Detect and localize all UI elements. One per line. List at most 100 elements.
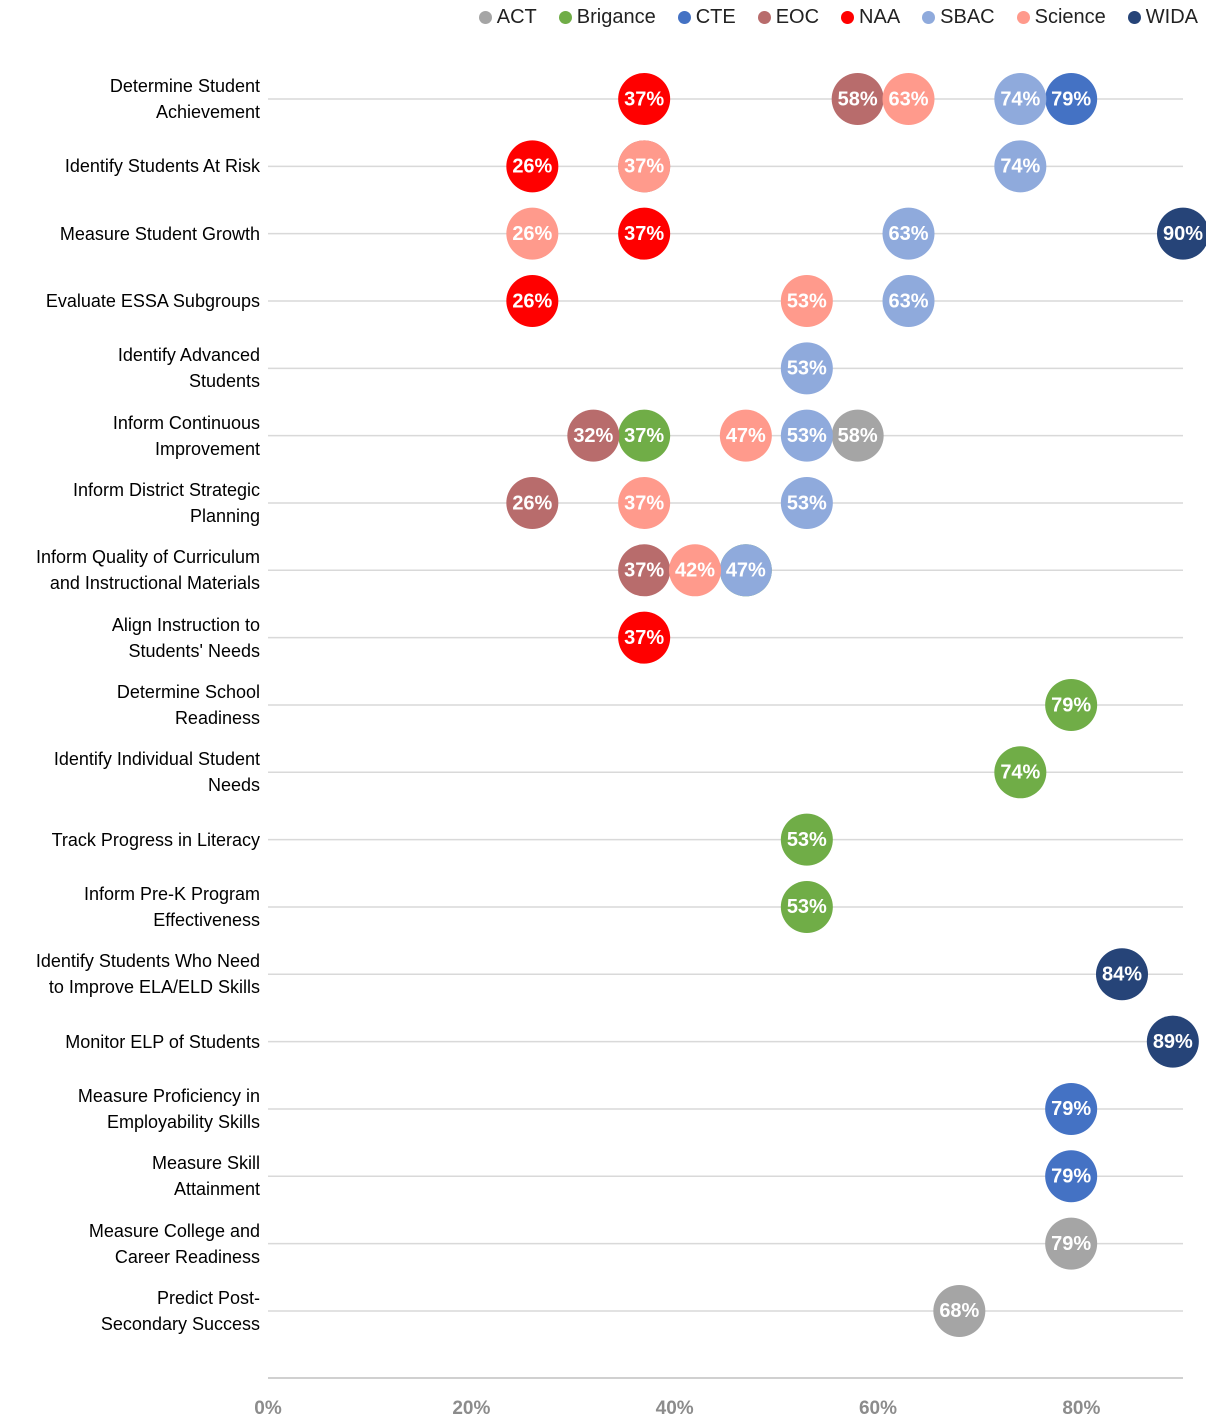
legend-item: WIDA (1127, 6, 1198, 29)
category-label: Track Progress in Literacy (51, 829, 260, 850)
bubble (994, 140, 1047, 193)
legend-item: Brigance (558, 6, 656, 29)
bubble (506, 274, 559, 327)
category-label: Determine School Readiness (116, 681, 260, 728)
bubble (1045, 1082, 1098, 1135)
data-label: 32% (573, 425, 613, 447)
legend-item: ACT (478, 6, 537, 29)
bubble (882, 207, 935, 260)
legend-swatch (478, 11, 492, 24)
data-label: 74% (1000, 88, 1040, 110)
data-label: 84% (1102, 964, 1142, 986)
bubble (1157, 207, 1206, 260)
legend-item: NAA (841, 6, 900, 29)
category-label: Inform Quality of Curriculum and Instruc… (35, 547, 260, 594)
bubble (994, 73, 1047, 125)
bubble (618, 207, 671, 260)
legend-item: SBAC (922, 6, 995, 29)
data-label: 79% (1051, 694, 1091, 716)
category-label: Identify Students Who Need to Improve EL… (35, 951, 260, 998)
legend-swatch (1016, 11, 1030, 24)
data-label: 47% (726, 560, 766, 582)
bubble (719, 544, 772, 597)
data-label: 37% (624, 223, 664, 245)
data-label: 58% (838, 425, 878, 447)
data-label: 58% (838, 88, 878, 110)
data-label: 74% (1000, 156, 1040, 178)
bubble (1045, 678, 1098, 731)
bubble (780, 342, 833, 395)
x-tick-label: 80% (1062, 1398, 1100, 1419)
x-tick-label: 20% (452, 1398, 490, 1419)
category-label: Measure Skill Attainment (151, 1153, 260, 1200)
data-label: 79% (1051, 1233, 1091, 1255)
category-label: Monitor ELP of Students (65, 1031, 260, 1052)
legend-swatch (841, 11, 855, 24)
data-label: 53% (787, 896, 827, 918)
legend-swatch (922, 11, 936, 24)
data-label: 79% (1051, 1098, 1091, 1120)
legend-item: Science (1016, 6, 1106, 29)
x-tick-label: 0% (254, 1398, 282, 1419)
data-label: 53% (787, 290, 827, 312)
data-label: 47% (726, 425, 766, 447)
legend-swatch (558, 11, 572, 24)
bubble (618, 140, 671, 193)
bubble (780, 274, 833, 327)
data-label: 37% (624, 627, 664, 649)
data-label: 63% (888, 290, 928, 312)
bubble (1045, 1150, 1098, 1203)
bubble (882, 274, 935, 327)
bubble (882, 73, 935, 125)
x-tick-label: 60% (859, 1398, 897, 1419)
data-label: 53% (787, 829, 827, 851)
bubble (506, 476, 559, 529)
data-label: 37% (624, 560, 664, 582)
data-label: 68% (939, 1300, 979, 1322)
bubble (719, 409, 772, 462)
category-label: Align Instruction to Students' Needs (111, 614, 260, 661)
bubble (994, 746, 1047, 799)
x-tick-label: 40% (656, 1398, 694, 1419)
bubble (831, 73, 884, 125)
data-label: 37% (624, 492, 664, 514)
bubble (567, 409, 620, 462)
data-label: 37% (624, 88, 664, 110)
legend-label: Science (1034, 6, 1106, 28)
data-label: 79% (1051, 88, 1091, 110)
category-label: Inform Pre-K Program Effectiveness (83, 883, 260, 930)
bubble (506, 207, 559, 260)
bubble (618, 611, 671, 664)
legend-label: SBAC (940, 6, 995, 28)
data-label: 63% (888, 223, 928, 245)
legend-label: Brigance (576, 6, 656, 28)
data-label: 53% (787, 425, 827, 447)
legend-label: ACT (496, 6, 537, 28)
bubble (780, 409, 833, 462)
legend-item: EOC (757, 6, 819, 29)
legend-swatch (677, 11, 691, 24)
data-label: 37% (624, 156, 664, 178)
bubble (831, 409, 884, 462)
bubble (780, 813, 833, 866)
bubble (618, 73, 671, 125)
bubble (1146, 1015, 1199, 1068)
bubble (1045, 1217, 1098, 1270)
bubble (618, 476, 671, 529)
category-label: Identify Advanced Students (117, 345, 260, 392)
category-label: Inform Continuous Improvement (112, 412, 260, 459)
legend-item: CTE (677, 6, 736, 29)
data-label: 42% (675, 560, 715, 582)
bubble (618, 544, 671, 597)
data-label: 37% (624, 425, 664, 447)
bubble (1096, 948, 1148, 1001)
data-label: 26% (512, 223, 552, 245)
legend-label: CTE (695, 6, 736, 28)
bubble (506, 140, 559, 193)
data-label: 79% (1051, 1166, 1091, 1188)
bubble (669, 544, 721, 597)
bubble (618, 409, 671, 462)
data-label: 26% (512, 156, 552, 178)
